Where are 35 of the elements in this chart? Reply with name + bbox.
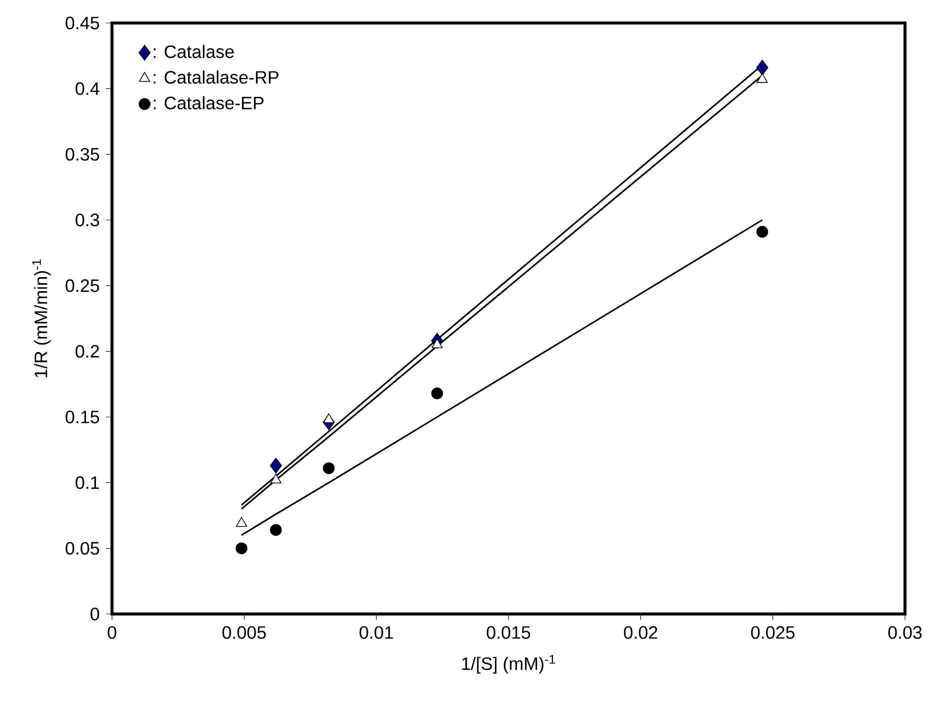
point [431, 387, 444, 400]
legend-label: : Catalase-EP [154, 96, 264, 110]
point [323, 413, 334, 424]
point [756, 73, 768, 83]
y-tick-label: 0.2 [76, 344, 99, 358]
x-tick-label: 0.005 [222, 626, 266, 639]
point [432, 338, 443, 348]
point [756, 226, 768, 238]
x-tick-label: 0.01 [360, 626, 393, 639]
point [322, 462, 335, 474]
legend-label: : Catalalase-RP [154, 70, 278, 84]
y-tick-label: 0.3 [76, 214, 100, 226]
x-tick-label: 0.02 [624, 626, 658, 639]
legend-label: : Catalase [154, 44, 234, 58]
point [756, 60, 768, 76]
y-tick-label: 0.45 [66, 16, 100, 30]
point [270, 474, 282, 484]
y-tick-label: 0.15 [66, 410, 100, 424]
y-tick-label: 0 [90, 608, 100, 620]
x-tick-label: 0.015 [486, 626, 530, 639]
y-tick-label: 0.25 [66, 279, 100, 292]
y-tick-label: 0.35 [66, 148, 100, 161]
x-tick-label: 0.03 [888, 626, 922, 639]
y-tick-label: 0.05 [66, 542, 100, 555]
point [270, 458, 282, 474]
x-tick-label: 0 [108, 626, 116, 639]
line-series [240, 219, 764, 536]
point [236, 517, 248, 527]
x-tick-label: 0.025 [751, 626, 795, 639]
y-tick-label: 0.1 [76, 476, 99, 490]
x-axis-title: 1/[S] (mM)$^{-1}$ [462, 655, 556, 674]
y-axis-title: 1/R (mM/min)$^{-1}$ [32, 259, 51, 378]
point [236, 542, 248, 554]
y-tick-label: 0.4 [76, 82, 100, 96]
point [270, 524, 282, 536]
